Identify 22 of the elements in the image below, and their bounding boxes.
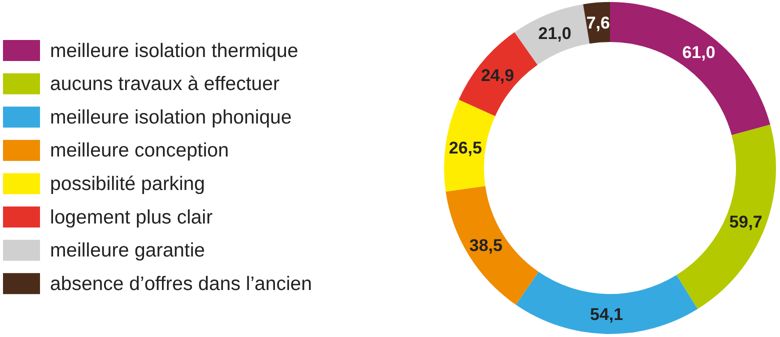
data-label: 7,6 bbox=[586, 13, 610, 32]
data-label: 54,1 bbox=[590, 304, 624, 324]
legend-label: possibilité parking bbox=[50, 173, 206, 196]
donut-slice bbox=[458, 32, 538, 116]
legend-label: logement plus clair bbox=[50, 206, 214, 228]
legend-label: meilleure isolation thermique bbox=[50, 40, 298, 62]
legend-label: aucuns travaux à effectuer bbox=[50, 73, 280, 96]
data-label: 26,5 bbox=[448, 138, 482, 158]
donut-slice bbox=[516, 272, 698, 334]
donut-slice bbox=[444, 100, 496, 192]
legend-label: meilleure garantie bbox=[50, 240, 206, 262]
data-label: 24,9 bbox=[480, 66, 514, 85]
donut-slice bbox=[610, 2, 770, 136]
data-label: 61,0 bbox=[682, 43, 716, 62]
data-label: 38,5 bbox=[469, 236, 502, 255]
legend-label: meilleure conception bbox=[50, 140, 229, 162]
data-label: 21,0 bbox=[538, 24, 572, 43]
data-label: 59,7 bbox=[729, 212, 762, 232]
donut-slice bbox=[446, 186, 539, 305]
legend-label: absence d’offres dans l’ancien bbox=[50, 272, 312, 295]
donut-slice bbox=[676, 124, 776, 310]
legend-label: meilleure isolation phonique bbox=[50, 106, 292, 128]
